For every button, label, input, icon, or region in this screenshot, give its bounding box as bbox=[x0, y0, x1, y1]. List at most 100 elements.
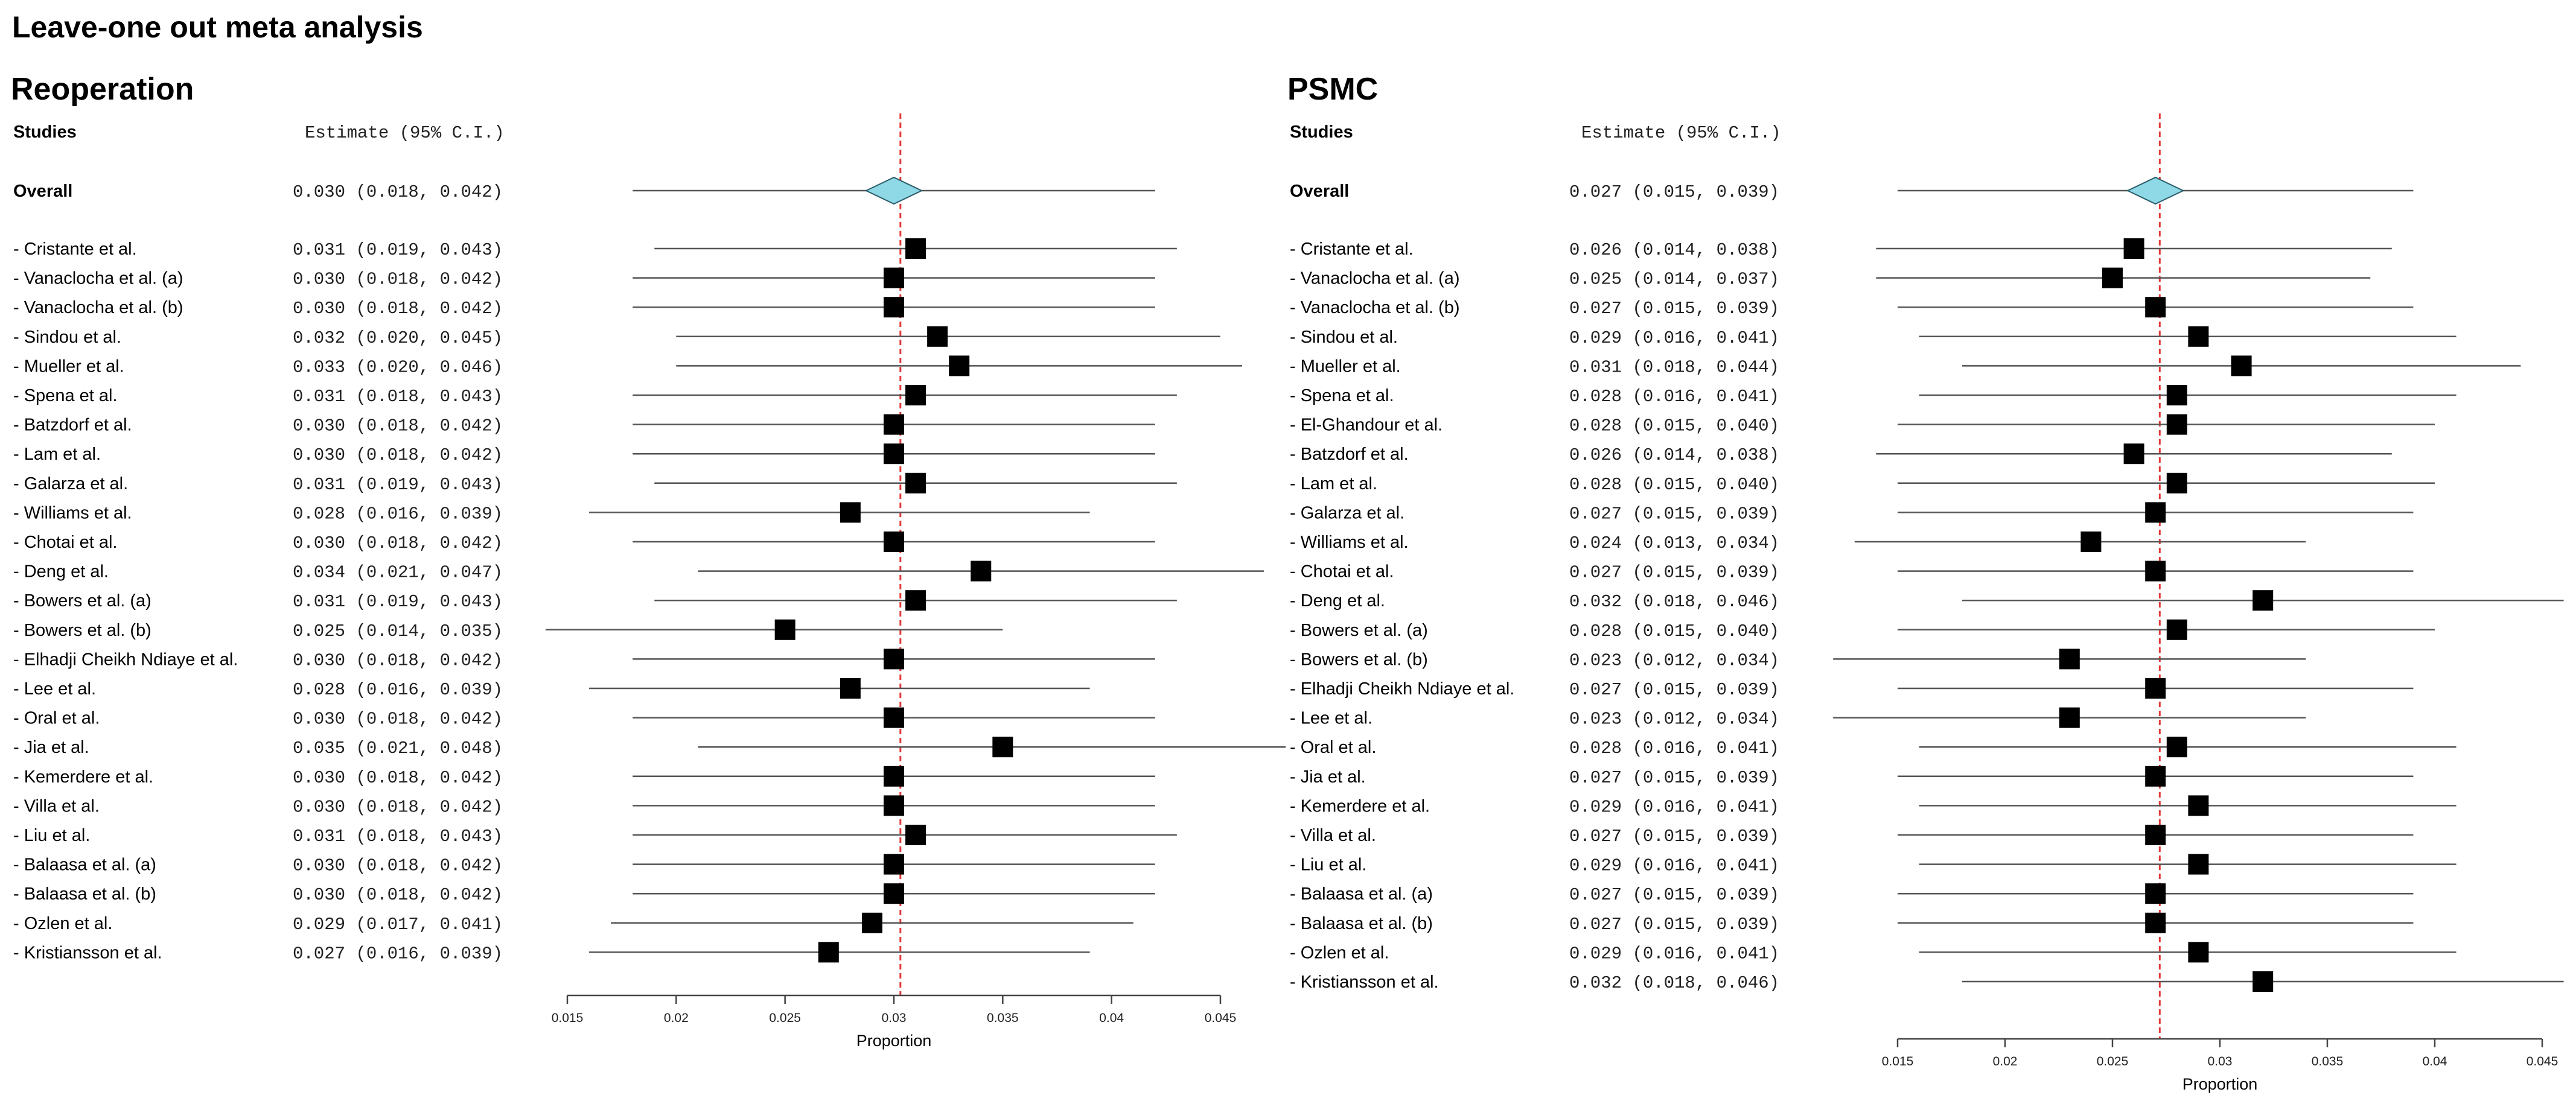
study-label: - Oral et al. bbox=[13, 709, 100, 728]
study-point-square bbox=[2188, 942, 2209, 963]
study-point-square bbox=[2166, 472, 2187, 493]
study-estimate-text: 0.034 (0.021, 0.047) bbox=[293, 563, 503, 583]
study-point-square bbox=[2231, 355, 2252, 376]
x-axis-label: Proportion bbox=[856, 1032, 932, 1050]
study-point-square bbox=[905, 590, 926, 611]
x-axis-tick-label: 0.025 bbox=[769, 1011, 801, 1025]
study-label: - Kristiansson et al. bbox=[13, 943, 162, 962]
study-label: - Lee et al. bbox=[1290, 709, 1372, 728]
study-label: - Vanaclocha et al. (b) bbox=[13, 298, 183, 317]
study-estimate-text: 0.025 (0.014, 0.035) bbox=[293, 621, 503, 641]
overall-estimate-text: 0.030 (0.018, 0.042) bbox=[293, 182, 503, 202]
study-label: - Williams et al. bbox=[13, 503, 132, 522]
study-label: - Lam et al. bbox=[1290, 474, 1377, 493]
study-point-square bbox=[884, 795, 904, 816]
study-label: - Jia et al. bbox=[1290, 767, 1366, 787]
study-estimate-text: 0.030 (0.018, 0.042) bbox=[293, 270, 503, 290]
study-label: - Mueller et al. bbox=[1290, 357, 1401, 376]
study-point-square bbox=[992, 737, 1013, 758]
study-label: - Galarza et al. bbox=[13, 474, 128, 493]
study-estimate-text: 0.029 (0.016, 0.041) bbox=[1569, 328, 1779, 348]
study-label: - Kristiansson et al. bbox=[1290, 973, 1439, 992]
study-label: - Elhadji Cheikh Ndiaye et al. bbox=[1290, 679, 1514, 699]
study-point-square bbox=[884, 707, 904, 728]
study-estimate-text: 0.030 (0.018, 0.042) bbox=[293, 885, 503, 905]
study-estimate-text: 0.027 (0.015, 0.039) bbox=[1569, 915, 1779, 935]
study-label: - Batzdorf et al. bbox=[13, 416, 132, 435]
study-point-square bbox=[905, 385, 926, 405]
study-point-square bbox=[2188, 795, 2209, 816]
study-label: - El-Ghandour et al. bbox=[1290, 416, 1443, 435]
study-point-square bbox=[2252, 590, 2274, 611]
study-estimate-text: 0.029 (0.016, 0.041) bbox=[1569, 797, 1779, 817]
study-label: - Batzdorf et al. bbox=[1290, 445, 1409, 464]
study-point-square bbox=[2166, 737, 2187, 758]
study-label: - Lam et al. bbox=[13, 445, 101, 464]
study-label: - Sindou et al. bbox=[13, 328, 121, 347]
study-point-square bbox=[2145, 502, 2166, 523]
study-point-square bbox=[2145, 297, 2166, 318]
study-estimate-text: 0.028 (0.016, 0.041) bbox=[1569, 387, 1779, 407]
study-point-square bbox=[2188, 854, 2209, 875]
study-point-square bbox=[2145, 766, 2166, 787]
study-estimate-text: 0.027 (0.015, 0.039) bbox=[1569, 885, 1779, 905]
panel-title: PSMC bbox=[1287, 72, 1378, 107]
study-estimate-text: 0.031 (0.018, 0.043) bbox=[293, 827, 503, 846]
study-estimate-text: 0.030 (0.018, 0.042) bbox=[293, 445, 503, 465]
studies-column-header: Studies bbox=[13, 122, 77, 142]
study-estimate-text: 0.031 (0.019, 0.043) bbox=[293, 592, 503, 612]
study-estimate-text: 0.029 (0.017, 0.041) bbox=[293, 915, 503, 935]
study-label: - Kemerdere et al. bbox=[13, 767, 153, 787]
study-point-square bbox=[840, 502, 861, 523]
study-estimate-text: 0.027 (0.016, 0.039) bbox=[293, 944, 503, 963]
x-axis-tick-label: 0.035 bbox=[2312, 1055, 2344, 1068]
study-label: - Oral et al. bbox=[1290, 738, 1376, 757]
study-label: - Chotai et al. bbox=[13, 533, 117, 552]
x-axis-tick-label: 0.045 bbox=[2527, 1055, 2558, 1068]
x-axis-tick-label: 0.04 bbox=[2423, 1055, 2447, 1068]
study-point-square bbox=[905, 472, 926, 493]
study-point-square bbox=[905, 825, 926, 845]
study-estimate-text: 0.030 (0.018, 0.042) bbox=[293, 650, 503, 670]
study-estimate-text: 0.027 (0.015, 0.039) bbox=[1569, 680, 1779, 700]
study-label: - Galarza et al. bbox=[1290, 503, 1404, 522]
study-estimate-text: 0.032 (0.018, 0.046) bbox=[1569, 592, 1779, 612]
study-label: - Spena et al. bbox=[13, 386, 118, 405]
study-estimate-text: 0.023 (0.012, 0.034) bbox=[1569, 709, 1779, 729]
study-point-square bbox=[884, 883, 904, 904]
study-label: - Spena et al. bbox=[1290, 386, 1394, 405]
study-label: - Villa et al. bbox=[13, 796, 100, 816]
x-axis-label: Proportion bbox=[2182, 1075, 2258, 1093]
study-estimate-text: 0.028 (0.015, 0.040) bbox=[1569, 621, 1779, 641]
study-point-square bbox=[2166, 619, 2187, 640]
study-point-square bbox=[884, 766, 904, 787]
overall-diamond bbox=[864, 176, 923, 205]
study-label: - Mueller et al. bbox=[13, 357, 124, 376]
study-estimate-text: 0.028 (0.015, 0.040) bbox=[1569, 416, 1779, 436]
x-axis-tick-label: 0.04 bbox=[1099, 1011, 1124, 1025]
study-label: - Cristante et al. bbox=[1290, 240, 1414, 259]
study-label: - Vanaclocha et al. (b) bbox=[1290, 298, 1460, 317]
study-label: - Villa et al. bbox=[1290, 826, 1376, 845]
reoperation-forest-plot: Reoperation Studies Estimate (95% C.I.) Ove… bbox=[11, 72, 1286, 1050]
page-title: Leave-one out meta analysis bbox=[12, 10, 423, 44]
study-point-square bbox=[905, 238, 926, 259]
study-label: - Liu et al. bbox=[1290, 855, 1366, 875]
studies-column-header: Studies bbox=[1290, 122, 1353, 142]
study-label: - Bowers et al. (a) bbox=[1290, 621, 1428, 640]
study-estimate-text: 0.026 (0.014, 0.038) bbox=[1569, 240, 1779, 260]
x-axis-tick-label: 0.045 bbox=[1205, 1011, 1237, 1025]
study-estimate-text: 0.029 (0.016, 0.041) bbox=[1569, 944, 1779, 963]
study-point-square bbox=[971, 560, 992, 582]
study-estimate-text: 0.027 (0.015, 0.039) bbox=[1569, 768, 1779, 788]
study-estimate-text: 0.027 (0.015, 0.039) bbox=[1569, 299, 1779, 319]
study-point-square bbox=[2252, 971, 2274, 992]
study-label: - Deng et al. bbox=[13, 562, 109, 582]
study-point-square bbox=[774, 619, 795, 640]
study-point-square bbox=[2166, 385, 2187, 405]
study-point-square bbox=[884, 532, 904, 552]
x-axis-tick-label: 0.015 bbox=[1882, 1055, 1914, 1068]
study-label: - Balaasa et al. (a) bbox=[13, 855, 156, 875]
study-point-square bbox=[949, 355, 970, 376]
study-estimate-text: 0.035 (0.021, 0.048) bbox=[293, 738, 503, 758]
